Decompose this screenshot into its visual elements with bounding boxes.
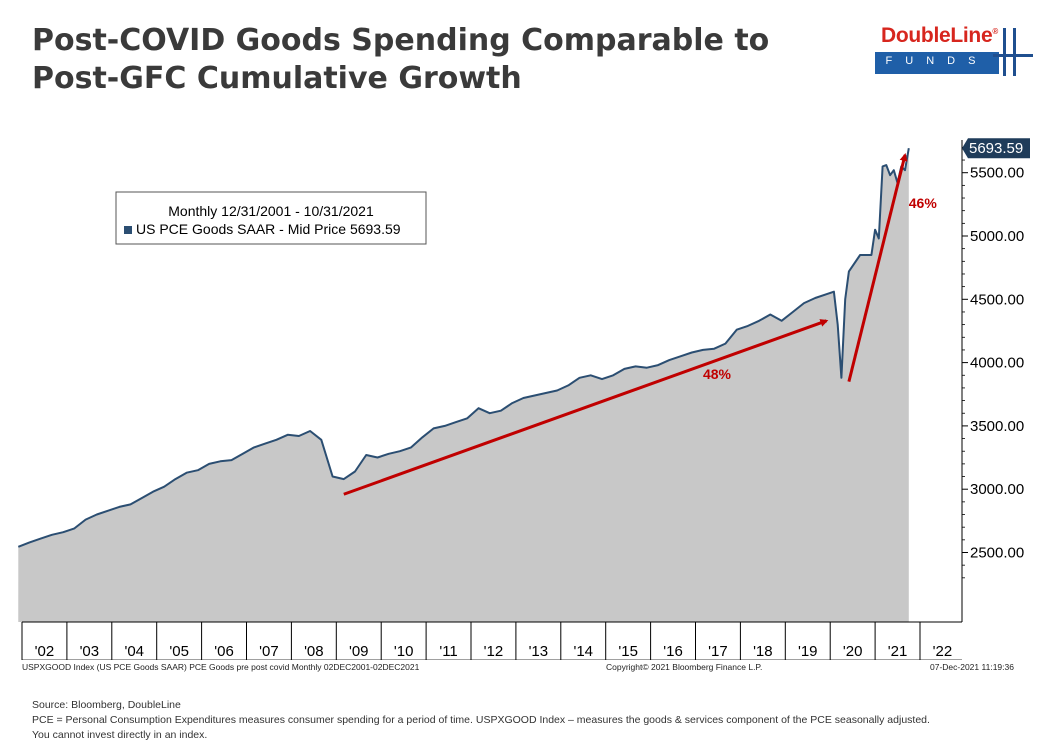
pce-definition-note: PCE = Personal Consumption Expenditures … — [32, 714, 930, 726]
x-tick-label: '16 — [663, 643, 683, 660]
x-tick-label: '13 — [529, 643, 549, 660]
x-tick-label: '21 — [888, 643, 908, 660]
chart-footer-right: 07-Dec-2021 11:19:36 — [930, 662, 1014, 672]
x-tick-label: '06 — [214, 643, 234, 660]
x-tick-label: '17 — [708, 643, 728, 660]
y-tick-label: 5500.00 — [970, 165, 1024, 182]
x-tick-label: '22 — [933, 643, 953, 660]
chart-footer-left: USPXGOOD Index (US PCE Goods SAAR) PCE G… — [22, 662, 420, 672]
annotation-arrow — [847, 153, 908, 382]
logo-wordmark: DoubleLine® — [881, 24, 998, 47]
notes: Source: Bloomberg, DoubleLine PCE = Pers… — [32, 698, 930, 743]
logo-line-icon — [993, 54, 1033, 57]
x-tick-label: '12 — [484, 643, 504, 660]
annotation-label: 46% — [909, 195, 938, 211]
last-value-tag — [962, 138, 1030, 159]
page-title: Post-COVID Goods Spending Comparable to … — [32, 23, 770, 96]
annotation-arrow — [343, 319, 829, 496]
legend-swatch — [124, 226, 132, 234]
y-tick-label: 2500.00 — [970, 545, 1024, 562]
x-tick-label: '03 — [80, 643, 100, 660]
logo-funds-bar: FUNDS — [875, 52, 999, 74]
y-tick-label: 3500.00 — [970, 418, 1024, 435]
legend-entry: US PCE Goods SAAR - Mid Price 5693.59 — [136, 221, 401, 237]
series-line — [17, 148, 910, 548]
x-tick-label: '07 — [259, 643, 279, 660]
annotation-label: 48% — [703, 366, 732, 382]
source-note: Source: Bloomberg, DoubleLine — [32, 699, 181, 711]
legend-header: Monthly 12/31/2001 - 10/31/2021 — [168, 203, 374, 219]
x-tick-label: '04 — [124, 643, 144, 660]
last-value-label: 5693.59 — [969, 140, 1023, 157]
logo-line-icon — [1013, 28, 1016, 76]
y-tick-label: 5000.00 — [970, 228, 1024, 245]
x-tick-label: '09 — [349, 643, 369, 660]
x-tick-label: '14 — [573, 643, 593, 660]
x-tick-label: '15 — [618, 643, 638, 660]
x-tick-label: '11 — [439, 643, 457, 660]
doubleline-logo: DoubleLine® FUNDS — [875, 22, 1035, 82]
logo-funds-label: FUNDS — [885, 55, 989, 67]
x-tick-label: '08 — [304, 643, 324, 660]
logo-line-icon — [1003, 28, 1006, 76]
x-tick-label: '20 — [843, 643, 863, 660]
x-tick-label: '10 — [394, 643, 414, 660]
disclaimer-note: You cannot invest directly in an index. — [32, 729, 208, 741]
x-tick-label: '19 — [798, 643, 818, 660]
legend-box — [115, 191, 427, 245]
pce-goods-chart: '02 '03 '04 '05 '06 '07 '08 '09 '10 '11 '12 '13 '14 '… — [17, 138, 1030, 660]
chart-footer-center: Copyright© 2021 Bloomberg Finance L.P. — [606, 662, 763, 672]
x-tick-label: '05 — [169, 643, 189, 660]
x-tick-label: '02 — [35, 643, 55, 660]
series-area — [18, 148, 909, 622]
y-tick-label: 4000.00 — [970, 355, 1024, 372]
y-tick-label: 4500.00 — [970, 291, 1024, 308]
x-tick-label: '18 — [753, 643, 773, 660]
y-tick-label: 3000.00 — [970, 481, 1024, 498]
